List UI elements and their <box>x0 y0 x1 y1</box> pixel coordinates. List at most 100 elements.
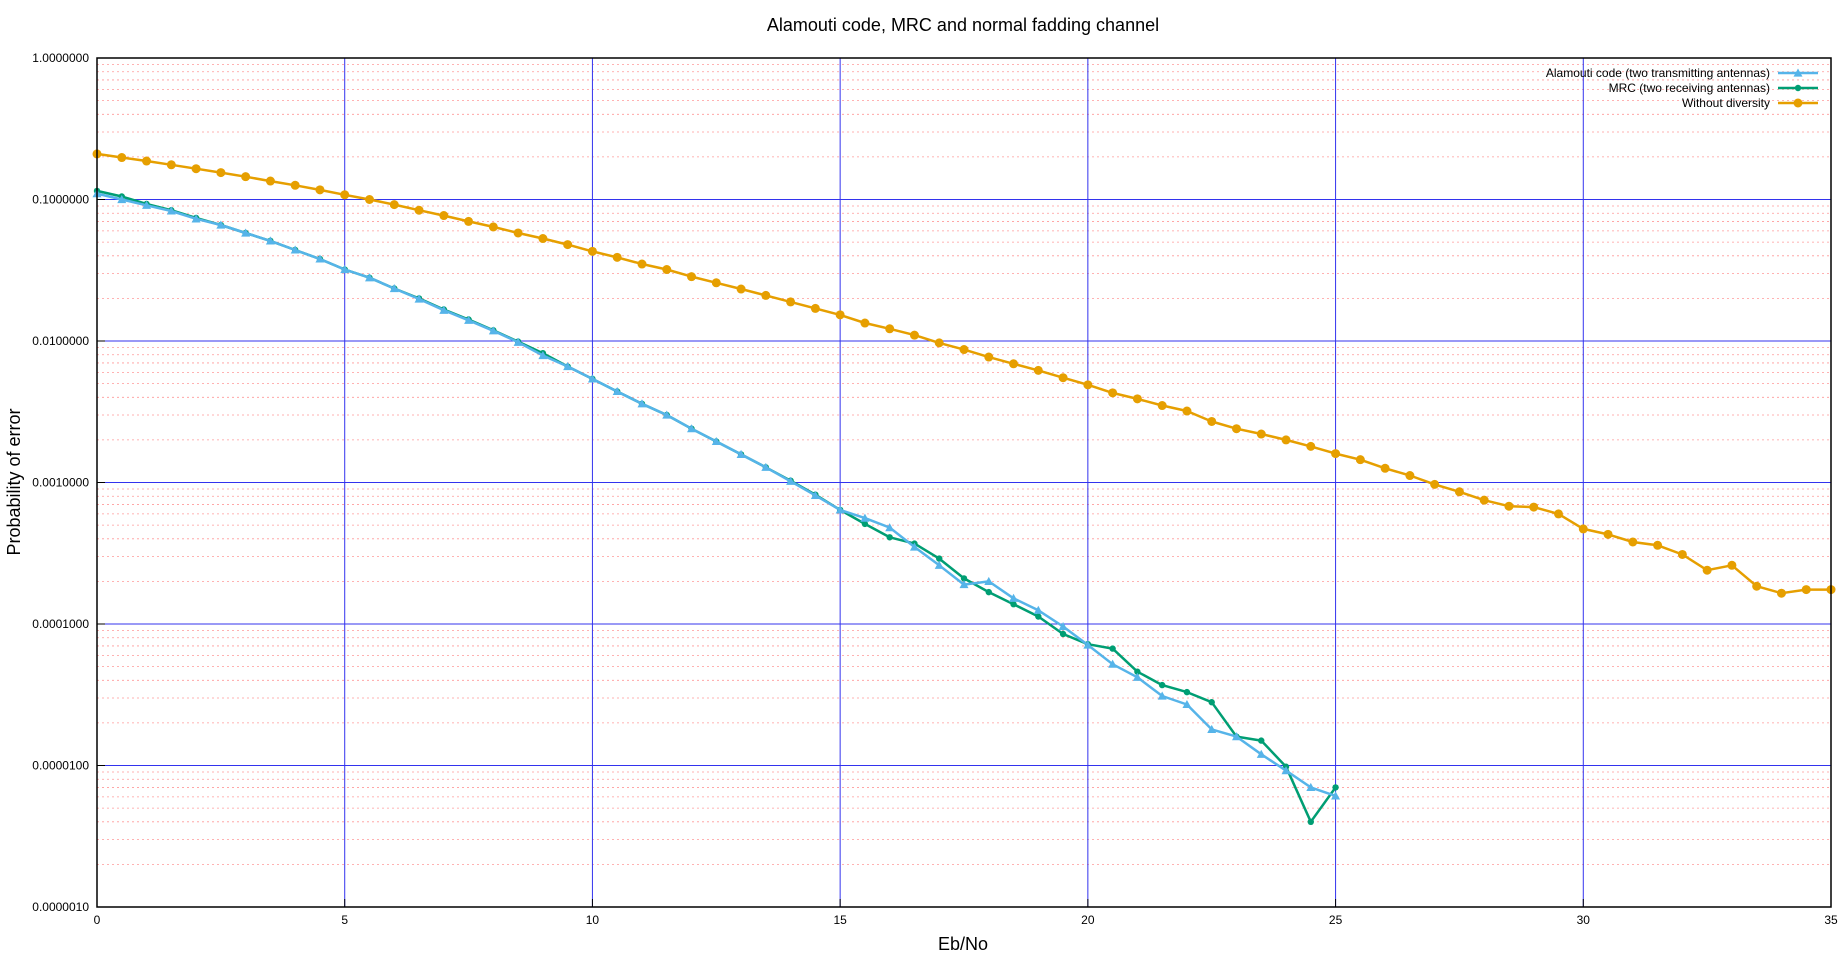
data-point <box>1331 791 1341 800</box>
data-point <box>886 534 893 541</box>
data-point <box>736 449 746 458</box>
data-point <box>612 386 622 396</box>
data-point <box>936 555 943 562</box>
y-tick-label: 0.0100000 <box>32 334 89 348</box>
data-point <box>861 520 869 528</box>
data-point <box>1208 699 1215 706</box>
data-point <box>1332 784 1339 791</box>
data-point <box>1355 455 1365 465</box>
data-point <box>1231 732 1241 741</box>
data-point <box>1256 749 1266 758</box>
x-tick-label: 15 <box>833 913 847 927</box>
data-point <box>909 330 919 340</box>
data-point <box>290 245 300 254</box>
data-point <box>1653 540 1663 550</box>
data-point <box>1231 424 1241 434</box>
minor-grid <box>97 64 1831 865</box>
y-tick-label: 1.0000000 <box>32 51 89 65</box>
data-point <box>810 303 820 313</box>
data-point <box>1628 537 1638 547</box>
data-point <box>786 297 796 307</box>
x-tick-label: 20 <box>1081 913 1095 927</box>
data-point <box>1752 581 1762 591</box>
data-point <box>513 337 523 346</box>
data-point <box>1183 688 1191 696</box>
series-layer <box>92 149 1836 826</box>
data-point <box>364 273 374 282</box>
major-grid <box>97 58 1831 907</box>
data-point <box>1794 84 1802 92</box>
data-point <box>389 283 399 293</box>
data-point <box>711 278 721 288</box>
data-point <box>216 168 226 178</box>
data-point <box>1035 613 1042 620</box>
data-point <box>488 326 498 335</box>
data-point <box>1058 622 1068 631</box>
data-point <box>1182 699 1192 709</box>
data-point <box>1009 593 1019 602</box>
legend: Alamouti code (two transmitting antennas… <box>1546 66 1818 110</box>
x-tick-label: 5 <box>341 913 348 927</box>
y-tick-label: 0.0000100 <box>32 759 89 773</box>
data-point <box>1158 681 1166 689</box>
data-point <box>1010 601 1017 608</box>
data-point <box>1108 659 1118 668</box>
data-point <box>538 350 548 360</box>
data-point <box>810 490 820 500</box>
data-point <box>414 294 424 303</box>
data-point <box>340 265 350 274</box>
data-point <box>1776 588 1786 598</box>
data-point <box>414 205 424 215</box>
chart-title: Alamouti code, MRC and normal fadding ch… <box>767 15 1159 35</box>
data-point <box>117 195 127 204</box>
data-point <box>166 160 176 170</box>
data-point <box>1033 605 1043 614</box>
series-without-diversity <box>92 149 1836 598</box>
data-point <box>117 153 127 163</box>
data-point <box>1083 380 1093 390</box>
y-tick-label: 0.0000010 <box>32 900 89 914</box>
data-point <box>216 220 226 229</box>
data-point <box>687 272 697 282</box>
data-point <box>1603 529 1613 539</box>
data-point <box>1108 388 1118 398</box>
data-point <box>1306 441 1316 451</box>
data-point <box>1281 435 1291 445</box>
data-point <box>439 211 449 221</box>
data-point <box>637 399 647 408</box>
data-point <box>1157 691 1167 700</box>
data-point <box>612 252 622 262</box>
data-point <box>290 180 300 190</box>
data-point <box>464 315 474 324</box>
y-tick-label: 0.0010000 <box>32 476 89 490</box>
data-point <box>1578 524 1588 534</box>
y-tick-label: 0.1000000 <box>32 193 89 207</box>
data-point <box>1058 373 1068 383</box>
data-point <box>265 236 275 245</box>
data-point <box>1479 495 1489 505</box>
y-axis-label: Probability of error <box>4 408 24 555</box>
data-point <box>662 410 672 419</box>
data-point <box>984 576 994 586</box>
data-point <box>340 190 350 200</box>
data-point <box>1281 766 1291 775</box>
data-point <box>1554 509 1564 519</box>
data-point <box>364 195 374 204</box>
x-axis-label: Eb/No <box>938 934 988 953</box>
data-point <box>1793 98 1803 108</box>
data-point <box>934 338 944 348</box>
data-point <box>786 476 796 485</box>
legend-label: MRC (two receiving antennas) <box>1609 81 1770 95</box>
data-point <box>1430 479 1440 489</box>
data-point <box>587 374 597 383</box>
data-point <box>241 228 251 237</box>
data-point <box>687 424 697 433</box>
data-point <box>835 505 845 514</box>
data-point <box>1801 585 1811 595</box>
data-point <box>1677 549 1687 559</box>
data-point <box>1207 416 1217 426</box>
data-point <box>1207 724 1217 733</box>
data-point <box>1083 640 1093 649</box>
